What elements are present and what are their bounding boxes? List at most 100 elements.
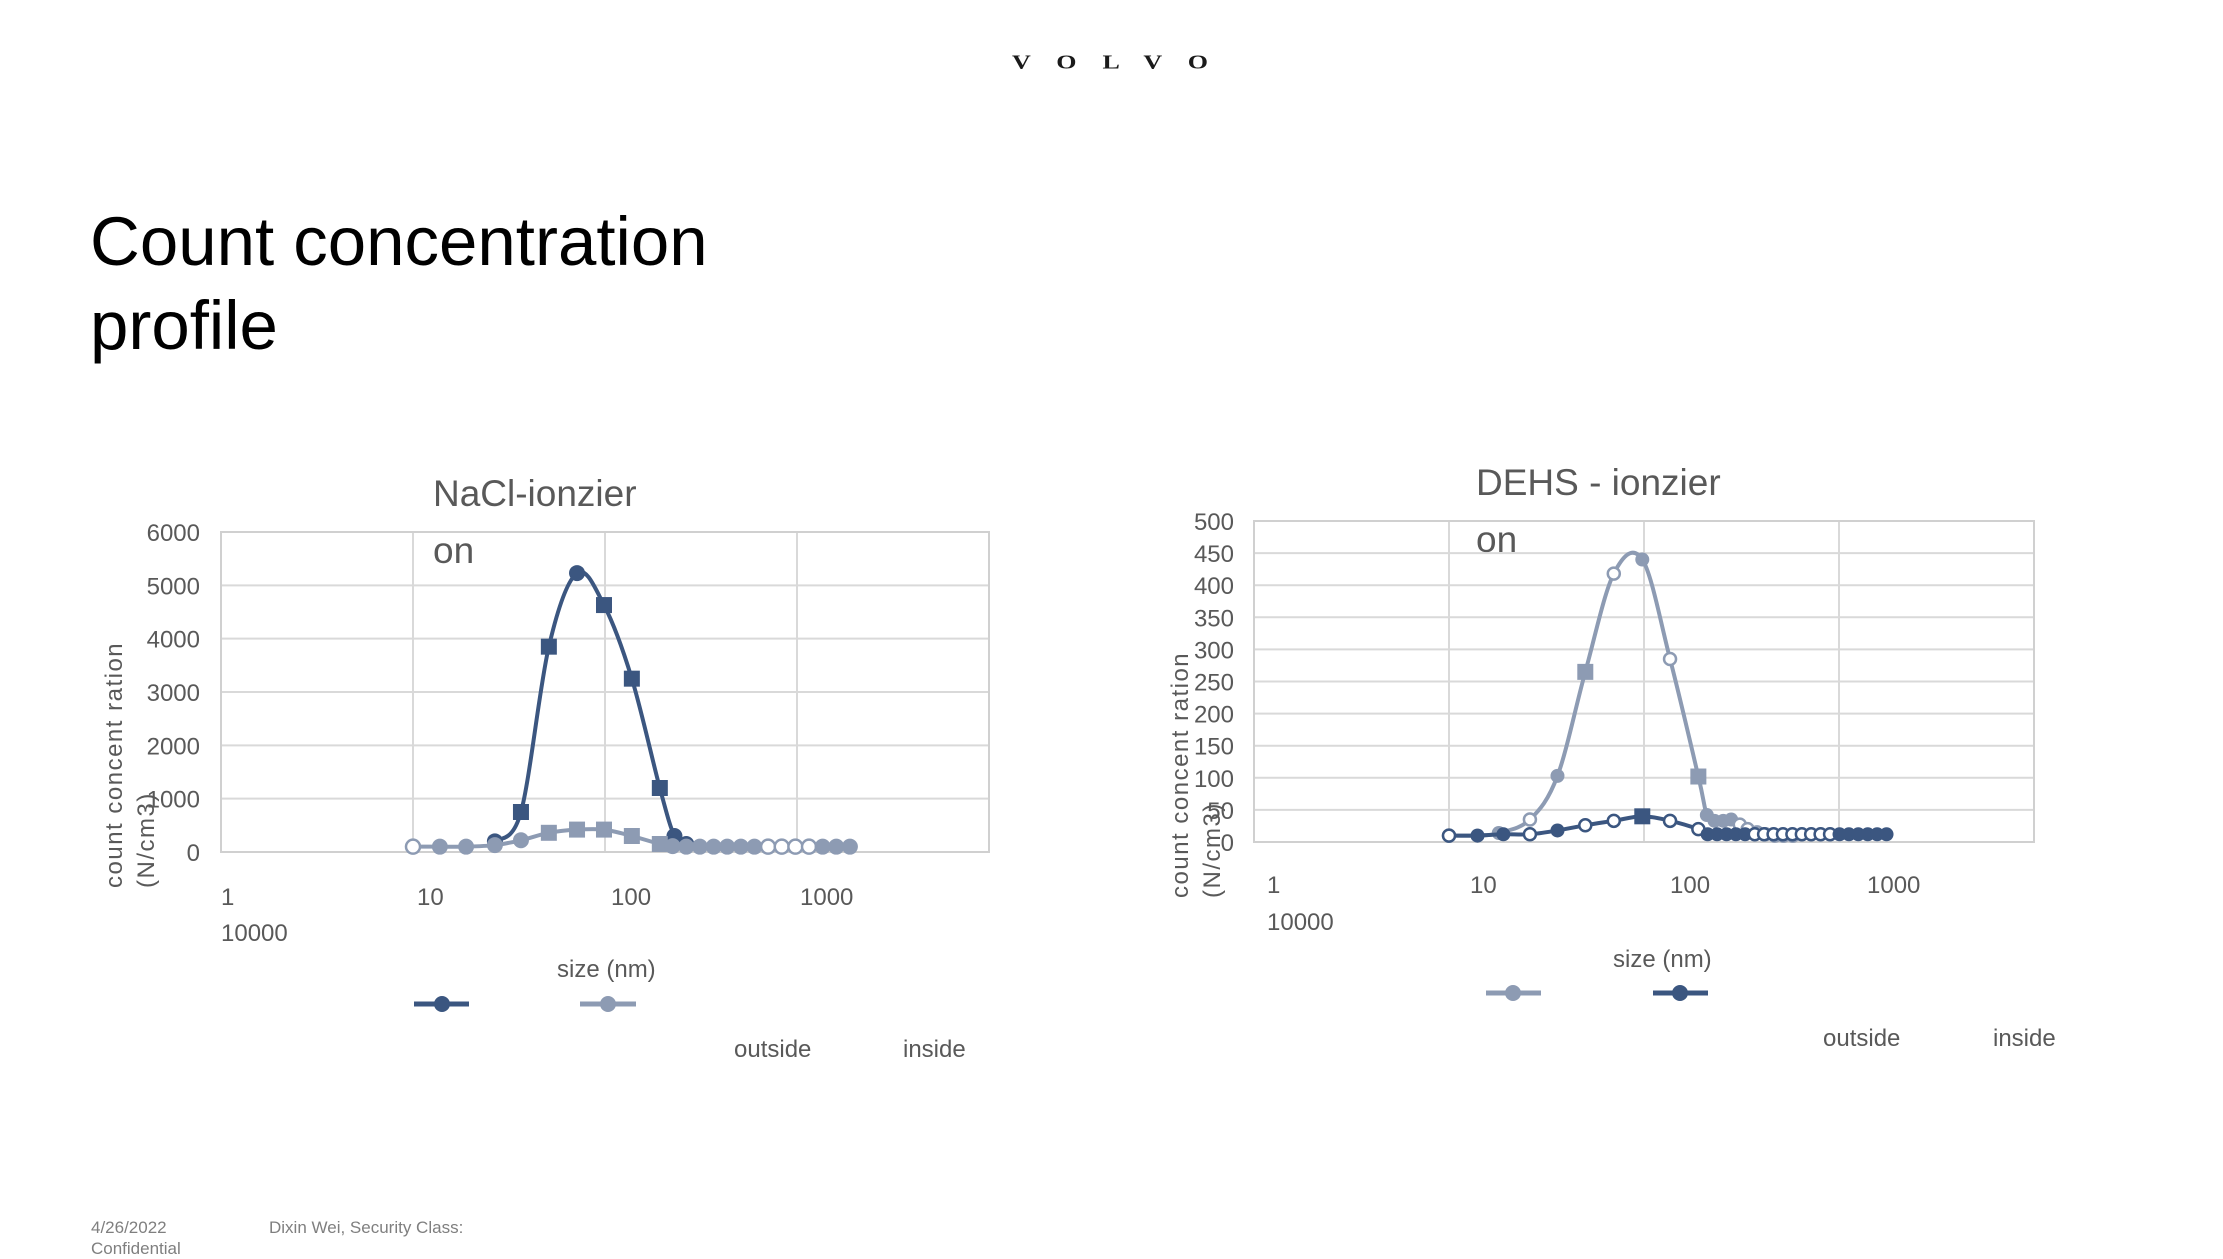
y-tick-label: 0 bbox=[187, 840, 200, 867]
circle-marker-icon bbox=[569, 565, 586, 582]
x-axis-ticks: 1 10 100 1000 10000 bbox=[221, 884, 853, 947]
y-axis-title-line-2: (N/cm3) bbox=[1199, 802, 1226, 898]
data-series bbox=[404, 565, 858, 855]
y-tick-label: 0 bbox=[1221, 830, 1234, 857]
open-circle-marker-icon bbox=[404, 838, 422, 855]
plot-area bbox=[220, 531, 990, 853]
legend-inside-marker-icon bbox=[434, 996, 450, 1012]
y-tick-label: 300 bbox=[1194, 637, 1234, 664]
circle-marker-icon bbox=[1496, 827, 1511, 842]
circle-marker-icon bbox=[732, 838, 749, 855]
y-axis-title: count concent ration (N/cm3) bbox=[101, 642, 160, 888]
circle-marker-icon bbox=[1550, 768, 1565, 783]
y-axis-ticks: 0 1000 2000 3000 4000 5000 6000 bbox=[147, 520, 200, 867]
square-marker-icon bbox=[651, 836, 668, 852]
circle-marker-icon bbox=[512, 832, 529, 849]
x-axis-title: size (nm) bbox=[1613, 946, 1712, 973]
footer-author: Dixin Wei, Security Class: bbox=[269, 1218, 464, 1237]
circle-marker-icon bbox=[691, 838, 708, 855]
square-marker-icon bbox=[595, 597, 612, 614]
legend: outside inside bbox=[414, 996, 966, 1063]
volvo-logo: VOLVO bbox=[1012, 50, 1234, 74]
series-line bbox=[1448, 550, 1793, 838]
open-circle-marker-icon bbox=[1522, 827, 1538, 842]
square-marker-icon bbox=[512, 804, 529, 820]
legend: outside inside bbox=[1486, 985, 2056, 1052]
chart-title: NaCl-ionzier bbox=[433, 473, 637, 514]
legend-label-inside: inside bbox=[903, 1036, 966, 1063]
y-tick-label: 350 bbox=[1194, 605, 1234, 632]
x-tick-1000: 1000 bbox=[1867, 872, 1920, 899]
x-tick-10000: 10000 bbox=[1267, 909, 1334, 936]
data-series bbox=[1441, 550, 1894, 843]
open-circle-marker-icon bbox=[1578, 818, 1593, 833]
circle-marker-icon bbox=[486, 837, 503, 854]
y-tick-label: 6000 bbox=[147, 520, 200, 547]
x-tick-10000: 10000 bbox=[221, 920, 288, 947]
circle-marker-icon bbox=[664, 838, 681, 855]
open-circle-marker-icon bbox=[1522, 812, 1538, 827]
y-tick-label: 200 bbox=[1194, 702, 1234, 729]
y-tick-label: 50 bbox=[1207, 798, 1234, 825]
x-axis-title: size (nm) bbox=[557, 956, 656, 983]
y-tick-label: 500 bbox=[1194, 509, 1234, 536]
square-marker-icon bbox=[1690, 768, 1707, 785]
y-tick-label: 400 bbox=[1194, 573, 1234, 600]
x-axis-ticks: 1 10 100 1000 10000 bbox=[1267, 872, 1920, 936]
circle-marker-icon bbox=[705, 838, 722, 855]
y-axis-title-line-1: count concent ration bbox=[101, 642, 128, 888]
circle-marker-icon bbox=[458, 838, 475, 855]
circle-marker-icon bbox=[1470, 828, 1485, 843]
slide-title-line-1: Count concentration bbox=[90, 203, 708, 280]
y-tick-label: 5000 bbox=[147, 573, 200, 600]
legend-label-outside: outside bbox=[1823, 1025, 1900, 1052]
square-marker-icon bbox=[1634, 808, 1651, 825]
y-tick-label: 2000 bbox=[147, 733, 200, 760]
y-tick-label: 3000 bbox=[147, 680, 200, 707]
x-tick-100: 100 bbox=[1670, 872, 1710, 899]
footer-date: 4/26/2022 bbox=[91, 1218, 167, 1237]
open-circle-marker-icon bbox=[1662, 813, 1678, 829]
y-tick-label: 4000 bbox=[147, 627, 200, 654]
footer-classification: Confidential bbox=[91, 1239, 181, 1258]
gridlines bbox=[1253, 520, 2035, 843]
series-outside bbox=[404, 821, 858, 855]
legend-inside-marker-icon bbox=[1672, 985, 1688, 1001]
circle-marker-icon bbox=[1635, 552, 1650, 567]
legend-label-inside: inside bbox=[1993, 1025, 2056, 1052]
square-marker-icon bbox=[1577, 663, 1594, 680]
x-tick-1: 1 bbox=[1267, 872, 1280, 899]
y-tick-label: 150 bbox=[1194, 734, 1234, 761]
legend-outside-marker-icon bbox=[1505, 985, 1521, 1001]
series-outside bbox=[1441, 550, 1801, 843]
circle-marker-icon bbox=[431, 838, 448, 855]
x-tick-10: 10 bbox=[1470, 872, 1497, 899]
y-axis-title-line-1: count concent ration bbox=[1167, 652, 1194, 898]
circle-marker-icon bbox=[1550, 823, 1565, 838]
square-marker-icon bbox=[569, 821, 586, 838]
open-circle-marker-icon bbox=[1662, 651, 1678, 667]
circle-marker-icon bbox=[746, 838, 763, 855]
chart-title: DEHS - ionzier bbox=[1476, 462, 1721, 503]
y-axis-ticks: 0 50 100 150 200 250 300 350 400 450 500 bbox=[1194, 509, 1234, 857]
square-marker-icon bbox=[540, 824, 557, 841]
square-marker-icon bbox=[651, 780, 668, 796]
legend-outside-marker-icon bbox=[600, 996, 616, 1012]
chart-title-line-2: on bbox=[433, 530, 474, 571]
open-circle-marker-icon bbox=[1606, 813, 1622, 829]
y-tick-label: 100 bbox=[1194, 766, 1234, 793]
circle-marker-icon bbox=[828, 838, 845, 855]
series-inside bbox=[1441, 808, 1894, 843]
slide-title-line-2: profile bbox=[90, 287, 278, 364]
circle-marker-icon bbox=[841, 838, 858, 855]
square-marker-icon bbox=[595, 821, 612, 838]
y-tick-label: 1000 bbox=[147, 787, 200, 814]
y-axis-title: count concent ration (N/cm3) bbox=[1167, 652, 1226, 898]
square-marker-icon bbox=[623, 828, 640, 844]
y-axis-title-line-2: (N/cm3) bbox=[133, 792, 160, 888]
circle-marker-icon bbox=[1879, 827, 1894, 842]
x-tick-1: 1 bbox=[221, 884, 234, 911]
x-tick-1000: 1000 bbox=[800, 884, 853, 911]
